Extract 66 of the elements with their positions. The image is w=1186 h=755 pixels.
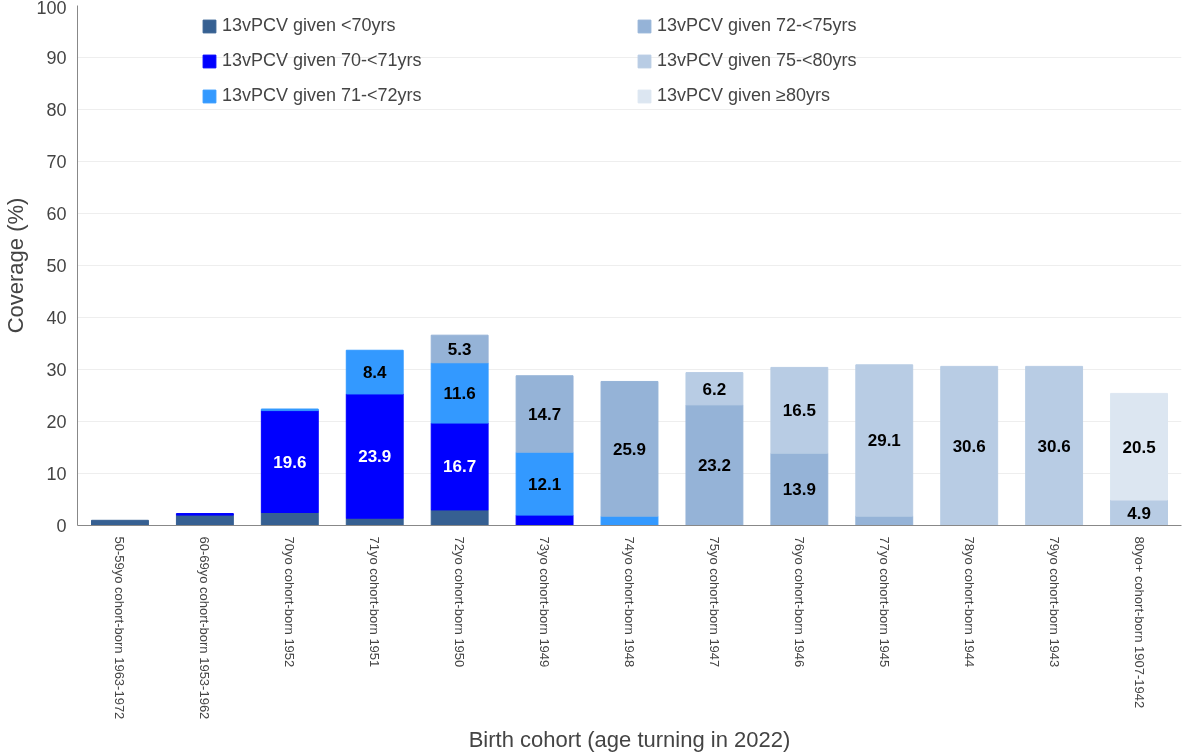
bar <box>940 365 999 526</box>
x-tick-label: 50-59yo cohort-born 1963-1972 <box>112 536 128 720</box>
data-label: 23.2 <box>697 456 731 476</box>
data-label: 6.2 <box>702 379 727 399</box>
data-label: 11.6 <box>443 383 476 403</box>
data-label: 5.3 <box>447 339 472 359</box>
x-tick-label: 79yo cohort-born 1943 <box>1046 536 1062 668</box>
y-tick-label: 20 <box>46 412 67 432</box>
data-label: 30.6 <box>1037 436 1071 456</box>
x-tick-label: 77yo cohort-born 1945 <box>876 536 892 668</box>
bar <box>600 380 659 517</box>
bar <box>1110 392 1168 501</box>
bar <box>770 366 829 454</box>
legend-label: 13vPCV given 71-<72yrs <box>222 85 423 106</box>
data-label: 23.9 <box>358 447 392 467</box>
y-tick-label: 0 <box>56 516 67 536</box>
data-label: 13.9 <box>782 480 816 500</box>
x-tick-label: 75yo cohort-born 1947 <box>706 536 722 668</box>
y-axis-title: Coverage (%) <box>3 197 29 334</box>
y-tick-label: 40 <box>46 308 67 328</box>
bar <box>855 364 914 517</box>
legend-label: 13vPCV given 72-<75yrs <box>657 15 858 36</box>
x-tick-label: 71yo cohort-born 1951 <box>367 536 383 668</box>
x-tick-label: 73yo cohort-born 1949 <box>537 536 553 668</box>
x-axis-title: Birth cohort (age turning in 2022) <box>468 727 791 753</box>
x-tick-label: 80yo+ cohort-born 1907-1942 <box>1131 536 1147 709</box>
x-tick-label: 76yo cohort-born 1946 <box>791 536 807 668</box>
x-tick-label: 72yo cohort-born 1950 <box>452 536 468 668</box>
y-tick-label: 70 <box>46 152 67 172</box>
bar <box>1025 365 1084 526</box>
bar <box>260 410 319 513</box>
data-label: 14.7 <box>528 404 562 424</box>
data-label: 20.5 <box>1122 437 1156 457</box>
data-label: 12.1 <box>528 474 562 494</box>
y-tick-label: 60 <box>46 204 67 224</box>
data-label: 25.9 <box>612 439 647 459</box>
data-label: 16.5 <box>782 401 816 421</box>
data-label: 8.4 <box>362 363 388 383</box>
data-label: 30.6 <box>952 436 986 456</box>
x-tick-label: 60-69yo cohort-born 1953-1962 <box>197 536 213 720</box>
legend-label: 13vPCV given ≥80yrs <box>657 85 831 106</box>
y-tick-label: 100 <box>36 0 67 18</box>
bar <box>770 452 829 526</box>
bar <box>345 349 404 395</box>
data-label: 4.9 <box>1127 503 1151 523</box>
bar <box>685 372 744 406</box>
bar <box>430 422 489 511</box>
bar <box>345 393 404 519</box>
bar <box>430 362 489 424</box>
y-tick-label: 10 <box>46 464 67 484</box>
data-label: 29.1 <box>867 431 901 451</box>
data-label: 16.7 <box>443 457 477 477</box>
x-tick-label: 74yo cohort-born 1948 <box>622 536 637 668</box>
bar <box>515 375 574 453</box>
bar <box>685 404 744 526</box>
bar <box>515 451 574 516</box>
y-tick-label: 30 <box>46 360 67 380</box>
legend-label: 13vPCV given <70yrs <box>222 15 397 36</box>
y-tick-label: 80 <box>46 100 67 120</box>
data-label: 19.6 <box>273 452 307 472</box>
x-tick-label: 78yo cohort-born 1944 <box>961 536 977 668</box>
y-tick-label: 90 <box>46 48 67 68</box>
legend-label: 13vPCV given 75-<80yrs <box>657 50 858 71</box>
legend-label: 13vPCV given 70-<71yrs <box>222 50 423 71</box>
y-tick-label: 50 <box>46 256 67 276</box>
x-tick-label: 70yo cohort-born 1952 <box>282 536 298 668</box>
